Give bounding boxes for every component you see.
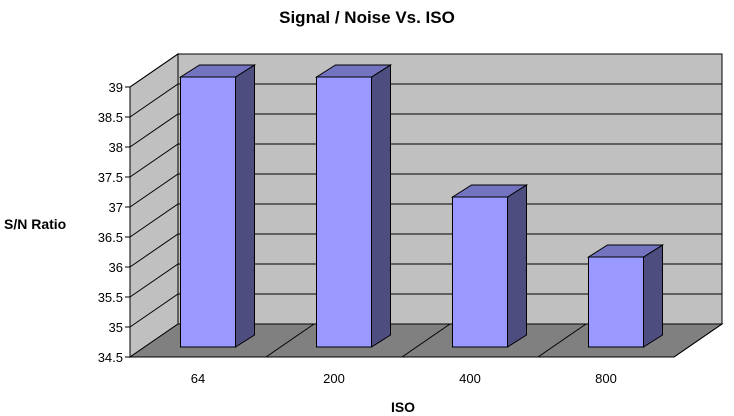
bar-front (316, 76, 372, 348)
x-tick-label: 200 (323, 371, 345, 386)
bar (178, 64, 257, 348)
floor-divider (401, 323, 451, 358)
gridline (129, 53, 722, 88)
floor-divider (673, 323, 723, 358)
y-tick-label: 36.5 (98, 230, 123, 245)
x-tick-label: 64 (191, 371, 205, 386)
y-tick-label: 37.5 (98, 170, 123, 185)
chart-title: Signal / Noise Vs. ISO (279, 8, 455, 27)
x-tick-label: 400 (459, 371, 481, 386)
floor-divider (537, 323, 587, 358)
gridline (129, 293, 722, 328)
x-tick-label: 800 (595, 371, 617, 386)
y-tick-label: 38.5 (98, 110, 123, 125)
bar (314, 64, 393, 348)
gridline (129, 83, 722, 118)
side-wall (129, 53, 179, 358)
y-tick-label: 35.5 (98, 290, 123, 305)
bar-front (588, 256, 644, 348)
bar (450, 184, 529, 348)
gridline (129, 263, 722, 298)
y-tick-label: 37 (109, 200, 123, 215)
plot-area (128, 53, 724, 358)
bar-side (235, 64, 255, 348)
y-axis-title: S/N Ratio (4, 216, 66, 232)
bar-side (507, 184, 527, 348)
bar-front (452, 196, 508, 348)
gridline (129, 173, 722, 208)
bar-front (180, 76, 236, 348)
bar-side (643, 244, 663, 348)
floor-divider (265, 323, 315, 358)
bar-side (371, 64, 391, 348)
y-tick-label: 34.5 (98, 350, 123, 365)
y-tick-label: 38 (109, 140, 123, 155)
y-tick-label: 39 (109, 80, 123, 95)
gridline (129, 233, 722, 268)
x-axis-title: ISO (391, 399, 415, 415)
bar (586, 244, 665, 348)
y-tick-label: 36 (109, 260, 123, 275)
gridline (129, 143, 722, 178)
y-tick-label: 35 (109, 320, 123, 335)
gridline (129, 203, 722, 238)
gridline (129, 113, 722, 148)
